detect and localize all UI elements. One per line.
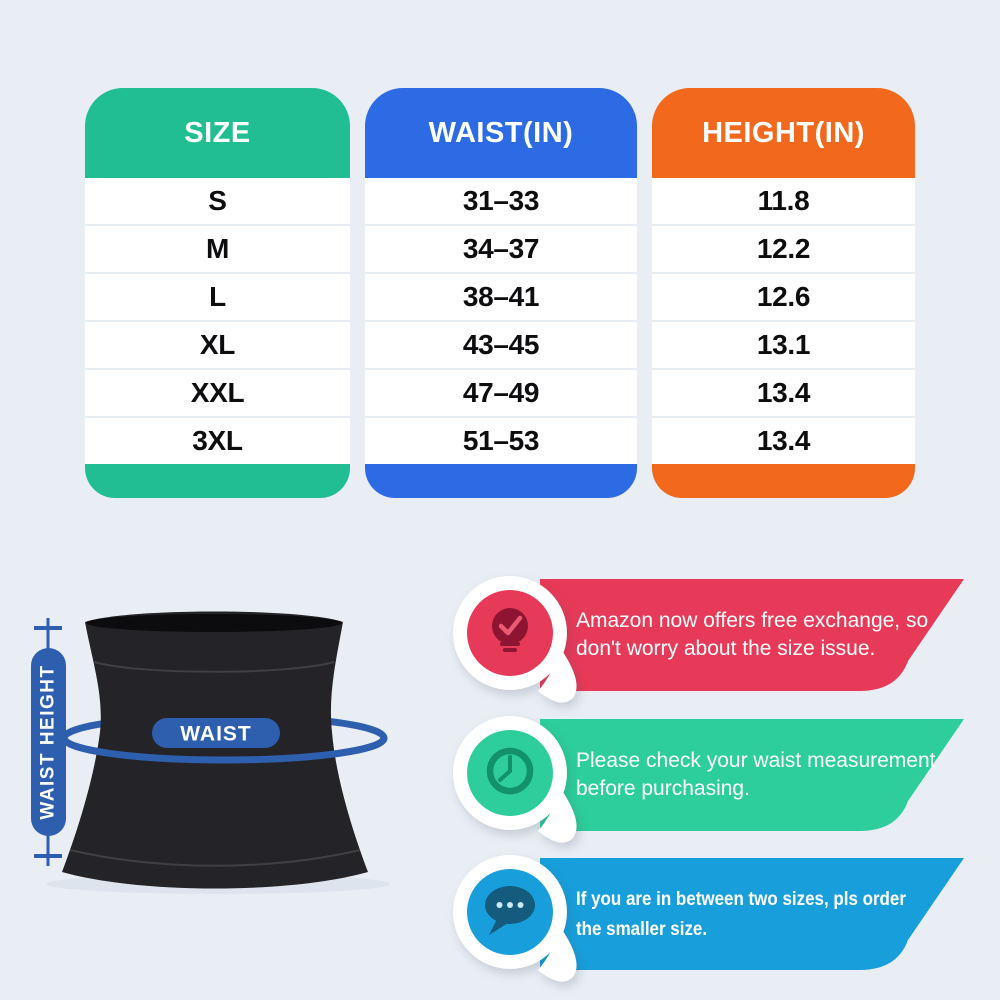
clock-icon (486, 747, 534, 795)
garment-opening (86, 614, 342, 632)
chat-dot (517, 902, 524, 908)
callout-text-line: If you are in between two sizes, pls ord… (576, 888, 906, 910)
badge-tail (538, 928, 577, 982)
callout-text-line: before purchasing. (576, 777, 750, 800)
callout-banner (540, 719, 964, 831)
callout-check-measurement: Please check your waist measurement befo… (440, 703, 985, 853)
column-header-size: SIZE (85, 88, 350, 178)
badge-tail (538, 789, 577, 843)
callout-text: Please check your waist measurement befo… (576, 719, 946, 831)
check-mark (498, 615, 523, 636)
waist-column-rows: 31–33 34–37 38–41 43–45 47–49 51–53 (365, 178, 637, 464)
callout-banner (540, 579, 964, 691)
waist-trainer-garment (62, 611, 368, 889)
size-table-column-size: SIZE S M L XL XXL 3XL (85, 88, 350, 498)
waist-cell: 34–37 (365, 224, 637, 272)
height-cell: 13.1 (652, 320, 915, 368)
bulb-neck (500, 642, 520, 646)
waist-cell: 51–53 (365, 416, 637, 464)
bulb-globe (492, 608, 528, 644)
waist-ellipse-front (60, 737, 388, 764)
chat-dot (496, 902, 503, 908)
callout-badge (453, 716, 577, 843)
height-cell: 13.4 (652, 368, 915, 416)
height-column-rows: 11.8 12.2 12.6 13.1 13.4 13.4 (652, 178, 915, 464)
chat-bubble-tail (489, 919, 508, 935)
height-label-text: WAIST HEIGHT (38, 664, 59, 819)
callout-banner (540, 858, 964, 970)
chat-dot (507, 902, 513, 908)
size-cell: 3XL (85, 416, 350, 464)
column-header-height: HEIGHT(IN) (652, 88, 915, 178)
bulb-base (503, 648, 517, 652)
banner-shape (540, 579, 964, 691)
size-cell: M (85, 224, 350, 272)
height-cell: 11.8 (652, 178, 915, 224)
badge-tail (538, 649, 577, 703)
size-column-rows: S M L XL XXL 3XL (85, 178, 350, 464)
callout-badge (453, 855, 577, 982)
chat-icon (485, 886, 535, 935)
callout-text-line: the smaller size. (576, 918, 708, 940)
height-cell: 12.2 (652, 224, 915, 272)
size-cell: L (85, 272, 350, 320)
banner-shape (540, 719, 964, 831)
clock-ring (486, 747, 534, 795)
callout-badge (453, 576, 577, 703)
banner-shape (540, 858, 964, 970)
size-cell: XXL (85, 368, 350, 416)
waist-cell: 31–33 (365, 178, 637, 224)
waist-cell: 43–45 (365, 320, 637, 368)
height-measure: WAIST HEIGHT (31, 618, 66, 866)
callout-text: If you are in between two sizes, pls ord… (576, 858, 906, 970)
size-column-footer-bar (85, 464, 350, 498)
callout-text-line: Amazon now offers free exchange, so (576, 609, 929, 632)
callout-text-line: don't worry about the size issue. (576, 637, 876, 660)
clock-hour-hand (498, 769, 512, 782)
waist-cell: 47–49 (365, 368, 637, 416)
lightbulb-check-icon (492, 608, 528, 652)
callout-text-line: Please check your waist measurement (576, 749, 936, 772)
height-cell: 13.4 (652, 416, 915, 464)
size-table-column-height: HEIGHT(IN) 11.8 12.2 12.6 13.1 13.4 13.4 (652, 88, 915, 498)
column-header-waist: WAIST(IN) (365, 88, 637, 178)
stitch-line-top (93, 661, 335, 673)
stitch-line-bottom (69, 849, 361, 867)
waist-label-pill (152, 718, 280, 748)
callout-text: Amazon now offers free exchange, so don'… (576, 579, 946, 691)
callout-between-sizes: If you are in between two sizes, pls ord… (440, 842, 985, 992)
size-table: SIZE S M L XL XXL 3XL WAIST(IN) 31–33 34… (85, 88, 915, 498)
height-column-footer-bar (652, 464, 915, 498)
height-cell: 12.6 (652, 272, 915, 320)
height-label-capsule (31, 648, 66, 836)
callout-free-exchange: Amazon now offers free exchange, so don'… (440, 563, 985, 713)
waist-column-footer-bar (365, 464, 637, 498)
waist-cell: 38–41 (365, 272, 637, 320)
size-cell: S (85, 178, 350, 224)
size-table-column-waist: WAIST(IN) 31–33 34–37 38–41 43–45 47–49 … (365, 88, 637, 498)
waist-trainer-illustration: WAIST WAIST HEIGHT (31, 611, 390, 894)
waist-label-text: WAIST (180, 723, 252, 746)
size-cell: XL (85, 320, 350, 368)
